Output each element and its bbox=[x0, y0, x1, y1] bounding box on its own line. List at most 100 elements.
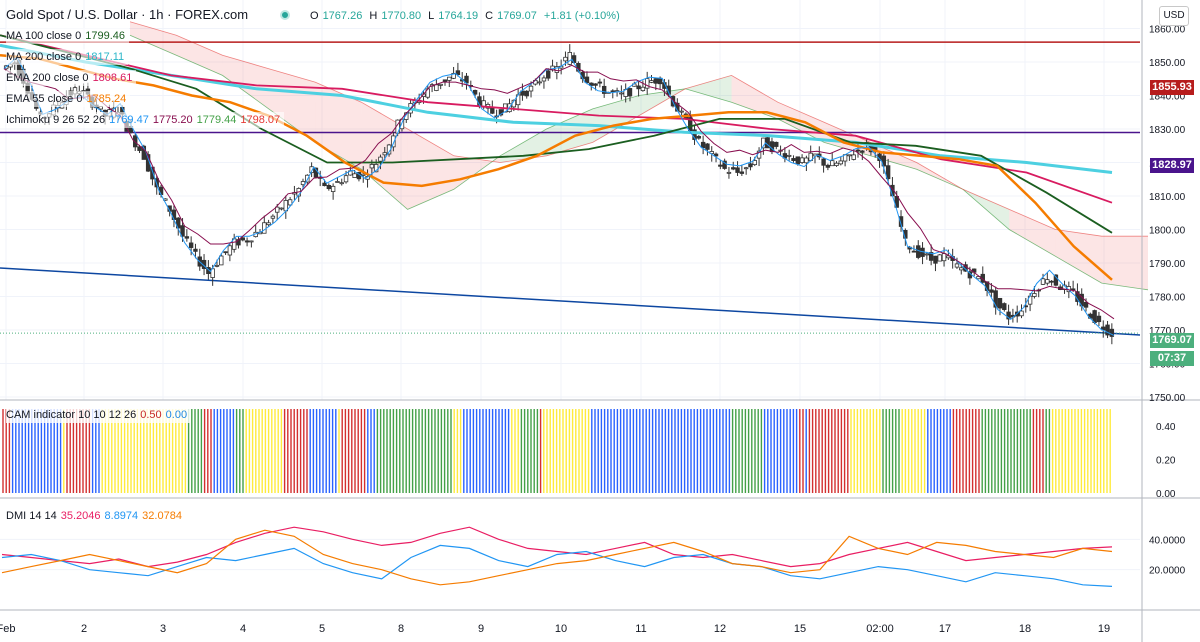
cloud-segment bbox=[176, 35, 223, 76]
candle-body bbox=[184, 236, 190, 239]
change-value: +1.81 (+0.10%) bbox=[543, 10, 620, 22]
price-tick-label: 1860.00 bbox=[1149, 25, 1186, 36]
candle-body bbox=[855, 149, 861, 152]
candle-body bbox=[627, 88, 633, 97]
time-tick-label: 17 bbox=[939, 623, 951, 635]
candle-body bbox=[150, 166, 155, 180]
candle-body bbox=[528, 85, 534, 92]
indicator-ema55[interactable]: EMA 55 close 0 1785.24 bbox=[6, 91, 131, 107]
cam-indicator-pane bbox=[2, 409, 1111, 493]
candle-body bbox=[847, 154, 852, 157]
candle-body bbox=[700, 141, 706, 149]
candle-body bbox=[649, 80, 654, 83]
candle-body bbox=[735, 167, 740, 173]
cloud-segment bbox=[315, 82, 362, 170]
time-tick-label: 3 bbox=[160, 623, 166, 635]
level-badge-1828: 1828.97 bbox=[1150, 158, 1194, 173]
candle-body bbox=[490, 107, 495, 114]
currency-button[interactable]: USD bbox=[1159, 6, 1189, 26]
cam-legend[interactable]: CAM indicator 10 10 12 26 0.50 0.00 bbox=[6, 407, 192, 423]
candle-body bbox=[274, 206, 280, 213]
candle-body bbox=[885, 165, 891, 180]
candle-body bbox=[1070, 288, 1076, 291]
candle-body bbox=[821, 158, 826, 166]
indicator-ema200[interactable]: EMA 200 close 0 1808.61 bbox=[6, 70, 137, 86]
cloud-segment bbox=[685, 75, 732, 103]
candle-body bbox=[326, 184, 332, 190]
candle-body bbox=[447, 76, 452, 81]
price-tick-label: 1800.00 bbox=[1149, 226, 1186, 237]
dmi-adx-value: 32.0784 bbox=[142, 510, 182, 522]
close-value: 1769.07 bbox=[497, 10, 537, 22]
candle-body bbox=[361, 173, 366, 176]
candle-body bbox=[657, 77, 663, 85]
cam-tick-label: 0.40 bbox=[1156, 422, 1176, 433]
candle-body bbox=[937, 254, 942, 262]
candle-body bbox=[438, 83, 443, 86]
candle-body bbox=[180, 225, 185, 237]
candle-body bbox=[244, 240, 250, 243]
candle-body bbox=[1049, 280, 1054, 283]
candle-body bbox=[270, 215, 276, 219]
candle-body bbox=[141, 145, 147, 160]
high-value: 1770.80 bbox=[381, 10, 422, 22]
candle-body bbox=[171, 209, 177, 220]
candle-body bbox=[520, 90, 525, 96]
candle-body bbox=[322, 182, 327, 187]
candle-body bbox=[223, 251, 228, 254]
candle-body bbox=[989, 289, 994, 293]
time-tick-label: 15 bbox=[794, 623, 806, 635]
candle-body bbox=[133, 135, 138, 148]
candle-body bbox=[249, 240, 254, 243]
candle-body bbox=[954, 263, 960, 268]
candle-body bbox=[541, 77, 547, 82]
dmi-plus-line bbox=[1, 526, 1113, 568]
candle-body bbox=[188, 242, 194, 248]
indicator-ma100[interactable]: MA 100 close 0 1799.46 bbox=[6, 28, 129, 44]
candle-body bbox=[997, 297, 1003, 309]
indicator-label: Ichimoku 9 26 52 26 bbox=[6, 114, 106, 126]
indicator-ichimoku[interactable]: Ichimoku 9 26 52 26 1769.47 1775.20 1779.44… bbox=[6, 112, 285, 128]
candle-body bbox=[193, 248, 198, 252]
bar-countdown-badge: 07:37 bbox=[1150, 351, 1194, 366]
candle-body bbox=[227, 245, 233, 256]
candle-body bbox=[563, 56, 568, 62]
candle-body bbox=[825, 164, 831, 168]
candle-body bbox=[391, 135, 396, 148]
dmi-tick-label: 40.0000 bbox=[1149, 535, 1186, 546]
symbol-title[interactable]: Gold Spot / U.S. Dollar · 1h · FOREX.com bbox=[6, 7, 249, 22]
dmi-legend[interactable]: DMI 14 14 35.2046 8.8974 32.0784 bbox=[6, 508, 186, 524]
ma100-line bbox=[0, 34, 1113, 234]
candle-body bbox=[1083, 301, 1089, 308]
candle-body bbox=[851, 154, 856, 160]
cloud-segment bbox=[407, 129, 454, 210]
candle-body bbox=[653, 78, 659, 84]
candle-body bbox=[546, 70, 551, 79]
price-tick-label: 1780.00 bbox=[1149, 293, 1186, 304]
indicator-label: EMA 55 close 0 bbox=[6, 93, 83, 105]
indicator-ma200[interactable]: MA 200 close 0 1817.11 bbox=[6, 49, 129, 65]
candle-body bbox=[916, 245, 921, 258]
candle-body bbox=[679, 110, 684, 113]
candle-body bbox=[283, 200, 289, 212]
time-tick-label: 02:00 bbox=[866, 623, 894, 635]
open-label: O bbox=[310, 10, 319, 22]
candle-body bbox=[838, 160, 844, 165]
candle-body bbox=[804, 157, 809, 164]
candle-body bbox=[584, 76, 590, 84]
candle-body bbox=[722, 160, 727, 169]
candle-body bbox=[640, 86, 646, 92]
candle-body bbox=[330, 185, 336, 192]
price-tick-label: 1790.00 bbox=[1149, 259, 1186, 270]
open-value: 1767.26 bbox=[322, 10, 363, 22]
candle-body bbox=[1096, 315, 1102, 323]
price-tick-label: 1850.00 bbox=[1149, 58, 1186, 69]
cloud-segment bbox=[222, 55, 269, 109]
indicator-label: EMA 200 close 0 bbox=[6, 72, 89, 84]
time-tick-label: 8 bbox=[398, 623, 404, 635]
candle-body bbox=[1019, 310, 1024, 317]
candle-body bbox=[593, 83, 598, 86]
candle-body bbox=[343, 175, 349, 183]
moving-averages bbox=[0, 34, 1115, 336]
